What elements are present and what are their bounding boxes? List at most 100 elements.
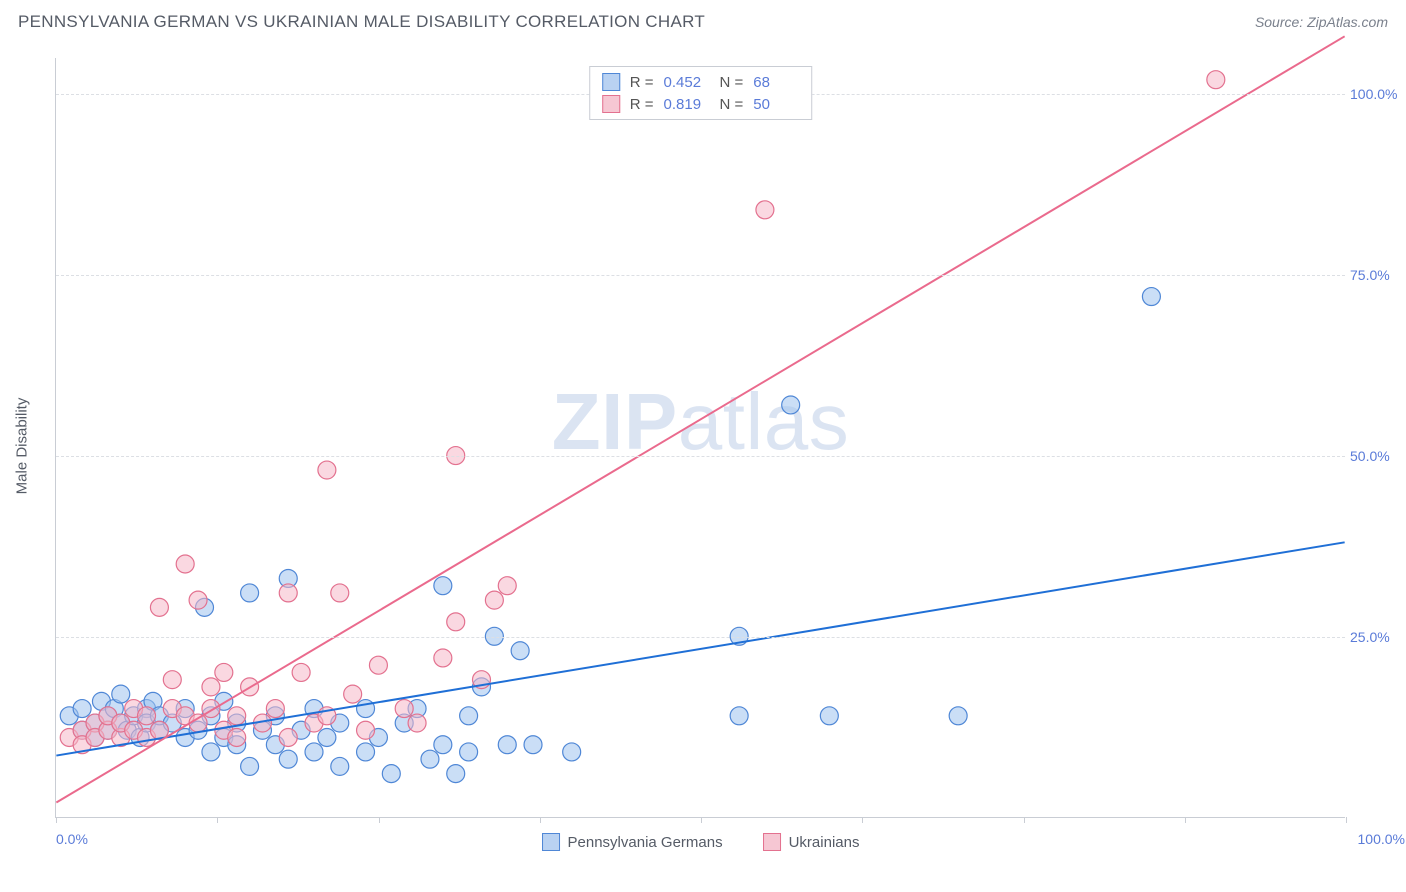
scatter-point-pa_german — [498, 736, 516, 754]
scatter-point-pa_german — [241, 757, 259, 775]
scatter-point-pa_german — [357, 743, 375, 761]
scatter-point-ukrainian — [150, 598, 168, 616]
chart-plot-area: ZIPatlas R = 0.452 N = 68 R = 0.819 N = … — [55, 58, 1345, 818]
scatter-point-pa_german — [460, 707, 478, 725]
scatter-point-pa_german — [1142, 288, 1160, 306]
scatter-point-ukrainian — [279, 728, 297, 746]
bottom-legend: Pennsylvania Germans Ukrainians — [542, 833, 860, 851]
scatter-point-pa_german — [434, 577, 452, 595]
x-tick — [1024, 817, 1025, 823]
scatter-point-ukrainian — [279, 584, 297, 602]
scatter-point-pa_german — [421, 750, 439, 768]
grid-line — [56, 637, 1345, 638]
legend-swatch-ukrainian — [763, 833, 781, 851]
x-tick — [1185, 817, 1186, 823]
scatter-point-pa_german — [447, 765, 465, 783]
r-value: 0.819 — [664, 96, 710, 113]
scatter-point-pa_german — [112, 685, 130, 703]
scatter-point-ukrainian — [344, 685, 362, 703]
scatter-point-ukrainian — [228, 707, 246, 725]
grid-line — [56, 456, 1345, 457]
n-label: N = — [720, 74, 744, 91]
scatter-point-ukrainian — [318, 461, 336, 479]
x-tick — [1346, 817, 1347, 823]
y-tick-label: 75.0% — [1350, 267, 1405, 283]
scatter-point-pa_german — [949, 707, 967, 725]
scatter-point-ukrainian — [485, 591, 503, 609]
scatter-point-ukrainian — [189, 591, 207, 609]
scatter-point-ukrainian — [408, 714, 426, 732]
source-name: ZipAtlas.com — [1307, 14, 1388, 30]
scatter-svg — [56, 58, 1345, 817]
scatter-point-pa_german — [382, 765, 400, 783]
x-tick — [701, 817, 702, 823]
scatter-point-pa_german — [730, 707, 748, 725]
scatter-point-ukrainian — [434, 649, 452, 667]
legend-item-ukrainian: Ukrainians — [763, 833, 860, 851]
x-tick — [379, 817, 380, 823]
scatter-point-pa_german — [782, 396, 800, 414]
source-attribution: Source: ZipAtlas.com — [1255, 14, 1388, 30]
x-tick — [217, 817, 218, 823]
r-label: R = — [630, 74, 654, 91]
chart-title: PENNSYLVANIA GERMAN VS UKRAINIAN MALE DI… — [18, 12, 705, 32]
source-label: Source: — [1255, 14, 1303, 30]
stat-row-ukrainian: R = 0.819 N = 50 — [602, 95, 800, 113]
scatter-point-ukrainian — [395, 700, 413, 718]
scatter-point-pa_german — [73, 700, 91, 718]
scatter-point-ukrainian — [357, 721, 375, 739]
scatter-point-ukrainian — [498, 577, 516, 595]
header-bar: PENNSYLVANIA GERMAN VS UKRAINIAN MALE DI… — [0, 0, 1406, 40]
scatter-point-pa_german — [305, 743, 323, 761]
scatter-point-pa_german — [434, 736, 452, 754]
legend-label: Ukrainians — [789, 834, 860, 851]
r-value: 0.452 — [664, 74, 710, 91]
r-label: R = — [630, 96, 654, 113]
stat-row-pa-german: R = 0.452 N = 68 — [602, 73, 800, 91]
scatter-point-ukrainian — [292, 663, 310, 681]
y-axis-label: Male Disability — [14, 398, 31, 495]
scatter-point-ukrainian — [331, 584, 349, 602]
scatter-point-pa_german — [820, 707, 838, 725]
scatter-point-pa_german — [563, 743, 581, 761]
scatter-point-ukrainian — [447, 613, 465, 631]
scatter-point-ukrainian — [228, 728, 246, 746]
scatter-point-pa_german — [357, 700, 375, 718]
swatch-pa-german — [602, 73, 620, 91]
scatter-point-pa_german — [241, 584, 259, 602]
n-value: 68 — [753, 74, 799, 91]
legend-swatch-pa-german — [542, 833, 560, 851]
n-label: N = — [720, 96, 744, 113]
scatter-point-ukrainian — [176, 555, 194, 573]
correlation-stats-box: R = 0.452 N = 68 R = 0.819 N = 50 — [589, 66, 813, 120]
scatter-point-ukrainian — [163, 671, 181, 689]
x-tick — [540, 817, 541, 823]
trend-line-pa_german — [56, 542, 1344, 755]
y-tick-label: 100.0% — [1350, 86, 1405, 102]
scatter-point-ukrainian — [202, 678, 220, 696]
scatter-point-ukrainian — [215, 663, 233, 681]
scatter-point-pa_german — [318, 728, 336, 746]
scatter-point-ukrainian — [756, 201, 774, 219]
scatter-point-pa_german — [524, 736, 542, 754]
x-tick-label-max: 100.0% — [1358, 831, 1405, 847]
x-tick-label-min: 0.0% — [56, 831, 88, 847]
scatter-point-pa_german — [279, 750, 297, 768]
scatter-point-pa_german — [202, 743, 220, 761]
x-tick — [862, 817, 863, 823]
y-tick-label: 50.0% — [1350, 448, 1405, 464]
x-tick — [56, 817, 57, 823]
y-tick-label: 25.0% — [1350, 629, 1405, 645]
scatter-point-ukrainian — [138, 707, 156, 725]
scatter-point-ukrainian — [369, 656, 387, 674]
scatter-point-pa_german — [331, 757, 349, 775]
grid-line — [56, 275, 1345, 276]
n-value: 50 — [753, 96, 799, 113]
legend-item-pa-german: Pennsylvania Germans — [542, 833, 723, 851]
trend-line-ukrainian — [56, 36, 1344, 802]
scatter-point-ukrainian — [266, 700, 284, 718]
scatter-point-ukrainian — [1207, 71, 1225, 89]
scatter-point-pa_german — [511, 642, 529, 660]
legend-label: Pennsylvania Germans — [568, 834, 723, 851]
swatch-ukrainian — [602, 95, 620, 113]
